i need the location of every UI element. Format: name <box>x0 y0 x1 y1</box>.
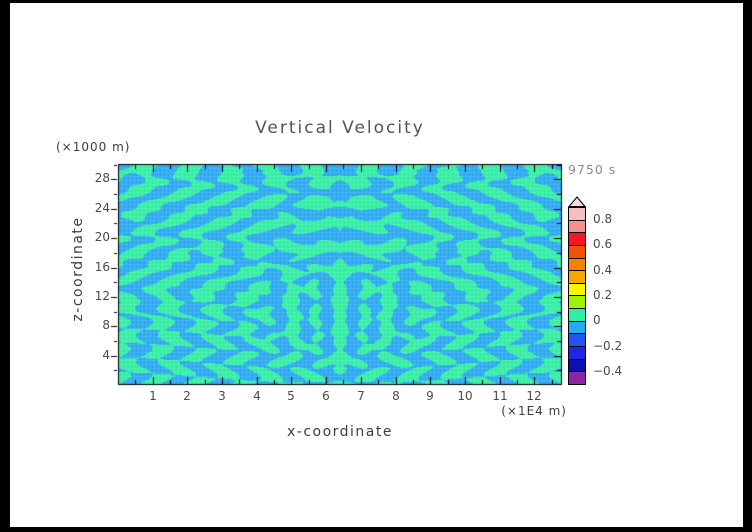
x-tick-label: 11 <box>492 389 508 403</box>
time-annotation: 9750 s <box>568 162 617 177</box>
z-tick-label: 4 <box>102 348 110 362</box>
colorbar-tick-label: 0.8 <box>593 211 613 226</box>
colorbar-tick-label: 0.4 <box>593 262 613 277</box>
colorbar-segment <box>569 208 585 220</box>
x-tick-label: 5 <box>287 389 295 403</box>
colorbar-tick-label: −0.2 <box>593 338 623 353</box>
colorbar-segment <box>569 308 585 321</box>
x-tick-label: 12 <box>526 389 542 403</box>
colorbar-segment <box>569 232 585 245</box>
colorbar-tick-label: 0 <box>593 313 601 328</box>
colorbar-tick-label: 0.6 <box>593 237 613 252</box>
x-axis-units-label: (×1E4 m) <box>501 404 567 418</box>
z-tick-label: 24 <box>94 201 110 215</box>
x-axis-title: x-coordinate <box>286 424 393 440</box>
colorbar-tick-label: 0.2 <box>593 288 613 302</box>
z-tick-label: 16 <box>94 260 110 274</box>
x-tick-label: 9 <box>426 389 434 403</box>
colorbar-segment <box>569 320 585 334</box>
x-tick-label: 4 <box>253 389 261 403</box>
colorbar-segment <box>569 244 585 258</box>
colorbar-segment <box>569 371 585 384</box>
x-tick-label: 3 <box>218 389 226 403</box>
x-tick-label: 7 <box>357 389 365 403</box>
colorbar-segment <box>569 270 585 283</box>
z-axis-units-label: (×1000 m) <box>56 140 131 154</box>
x-tick-label: 1 <box>149 389 157 403</box>
colorbar-segment <box>569 295 585 309</box>
x-tick-label: 10 <box>457 389 473 403</box>
colorbar-overflow-arrow-icon <box>568 196 586 207</box>
contour-field-canvas <box>108 158 570 390</box>
z-tick-label: 12 <box>94 289 110 303</box>
colorbar-segment <box>569 282 585 296</box>
x-tick-label: 8 <box>392 389 400 403</box>
colorbar-scale <box>568 207 586 385</box>
z-tick-label: 8 <box>102 318 110 332</box>
z-tick-label: 20 <box>94 230 110 244</box>
colorbar-segment <box>569 333 585 347</box>
colorbar-segment <box>569 219 585 233</box>
colorbar-tick-label: −0.4 <box>593 364 623 379</box>
x-tick-label: 6 <box>322 389 330 403</box>
plot-title: Vertical Velocity <box>255 118 425 138</box>
z-tick-label: 28 <box>94 171 110 185</box>
colorbar-segment <box>569 257 585 271</box>
colorbar-segment <box>569 346 585 359</box>
colorbar <box>568 196 586 385</box>
x-tick-label: 2 <box>183 389 191 403</box>
colorbar-segment <box>569 358 585 372</box>
